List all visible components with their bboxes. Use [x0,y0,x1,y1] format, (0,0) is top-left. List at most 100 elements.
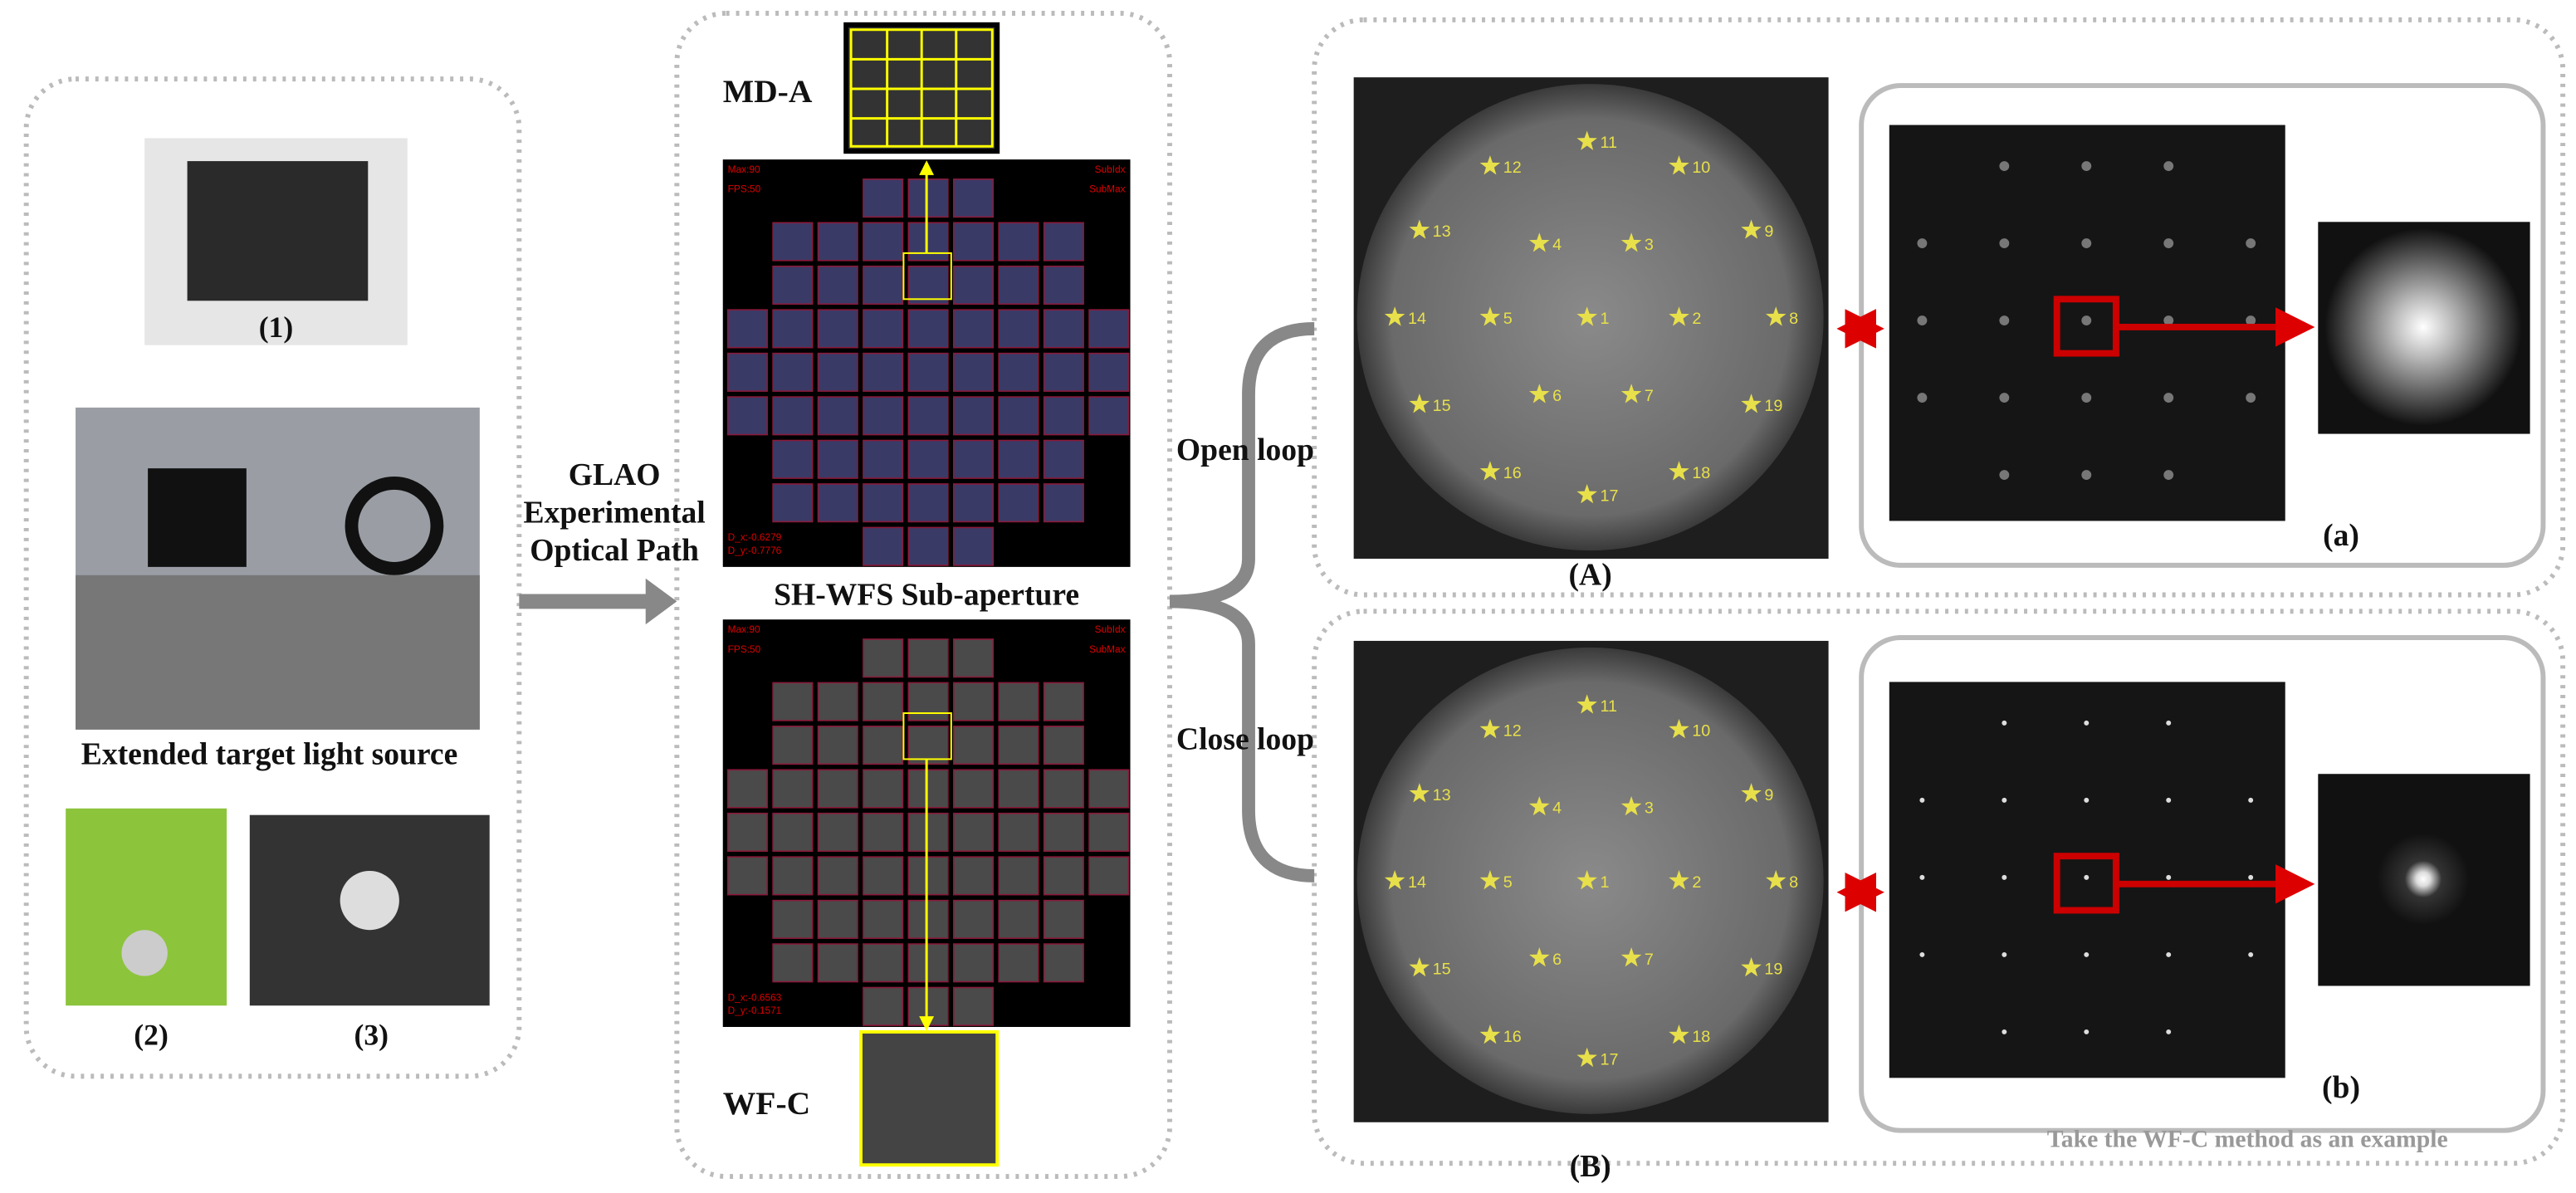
sub-aperture [772,352,814,392]
star-label: 15 [1433,961,1451,979]
sub-aperture [1043,309,1084,349]
star [1741,219,1762,239]
spot [2084,951,2090,957]
spot [2002,797,2007,803]
photo-led [66,808,227,1006]
spot [2081,393,2092,403]
star [1669,1024,1689,1044]
sub-aperture [772,943,814,983]
star [1765,869,1787,890]
overlay-text: D_y:-0.1571 [728,1005,782,1016]
label: (3) [354,1019,389,1052]
sub-aperture [998,769,1039,809]
star [1669,869,1689,890]
overlay-text: SubIdx [1095,164,1126,175]
star-label: 12 [1503,722,1522,741]
spot [1999,393,2010,403]
sub-aperture [1043,439,1084,479]
sub-aperture [952,986,995,1026]
star [1479,155,1501,175]
overlay-text: FPS:50 [728,643,761,655]
wf-c-image [858,1029,1000,1167]
sub-aperture [772,726,814,765]
sub-aperture [863,309,904,349]
star [1479,718,1501,739]
sub-aperture [907,769,949,809]
photo-mount [345,477,444,575]
sub-aperture [726,856,768,896]
sub-aperture [998,222,1039,262]
star [1576,483,1597,504]
sub-aperture [907,352,949,392]
sub-aperture [726,396,768,436]
sub-aperture [1088,396,1130,436]
wfs-label: SH-WFS Sub-aperture [774,577,1079,612]
sub-aperture [1088,769,1130,809]
star [1669,306,1689,326]
spot [2166,1029,2172,1034]
sub-aperture [863,265,904,306]
sub-aperture [998,396,1039,436]
photo-lens [340,870,399,931]
sub-aperture [1043,943,1084,983]
sub-aperture [772,682,814,721]
sub-aperture [952,439,995,479]
overlay-text: SubMax [1089,183,1126,195]
sub-aperture [772,483,814,523]
sub-aperture [817,396,858,436]
sub-aperture [998,943,1039,983]
spot [2084,874,2090,880]
overlay-text: D_x:-0.6279 [728,531,782,543]
sub-aperture [863,986,904,1026]
star-label: 17 [1601,487,1619,506]
star [1479,461,1501,481]
sub-aperture [817,265,858,306]
star [1669,461,1689,481]
star [1479,1024,1501,1044]
md-a-grid [849,28,994,148]
overlay-text: D_y:-0.7776 [728,545,782,556]
sub-aperture [817,222,858,262]
star-label: 4 [1552,236,1562,254]
spot [2248,797,2254,803]
sub-aperture [907,265,949,306]
spot [2166,797,2172,803]
sub-aperture [726,309,768,349]
spot [2163,393,2174,403]
sub-aperture [817,483,858,523]
star [1741,783,1762,803]
sub-aperture [1043,812,1084,853]
spot [2002,720,2007,726]
sub-aperture [952,222,995,262]
spot [2246,393,2256,403]
sub-aperture [863,439,904,479]
spot-label: (a) [2323,518,2359,553]
spot [2163,161,2174,171]
sub-aperture [952,726,995,765]
star-label: 7 [1645,387,1654,405]
star-label: 4 [1552,799,1562,818]
star-label: 9 [1764,222,1773,241]
star-label: 1 [1601,310,1610,328]
arrow-label: GLAO [569,457,661,492]
sub-aperture [817,682,858,721]
star [1529,795,1550,816]
sub-aperture [1043,769,1084,809]
spot [2163,315,2174,325]
psf [2377,833,2470,926]
overlay-text: Max:90 [728,623,760,635]
sub-aperture [1043,222,1084,262]
star [1529,947,1550,967]
spot [2166,951,2172,957]
spot [2248,951,2254,957]
spot [1999,161,2010,171]
spot [1917,238,1928,248]
star [1576,869,1597,890]
star [1576,306,1597,326]
sub-aperture [1088,309,1130,349]
star [1529,232,1550,252]
photo-screen-target [187,161,369,301]
sub-aperture [1088,352,1130,392]
star-label: 6 [1552,387,1562,405]
